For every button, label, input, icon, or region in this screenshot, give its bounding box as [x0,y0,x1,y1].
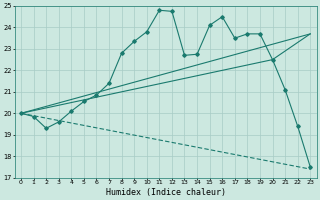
X-axis label: Humidex (Indice chaleur): Humidex (Indice chaleur) [106,188,226,197]
